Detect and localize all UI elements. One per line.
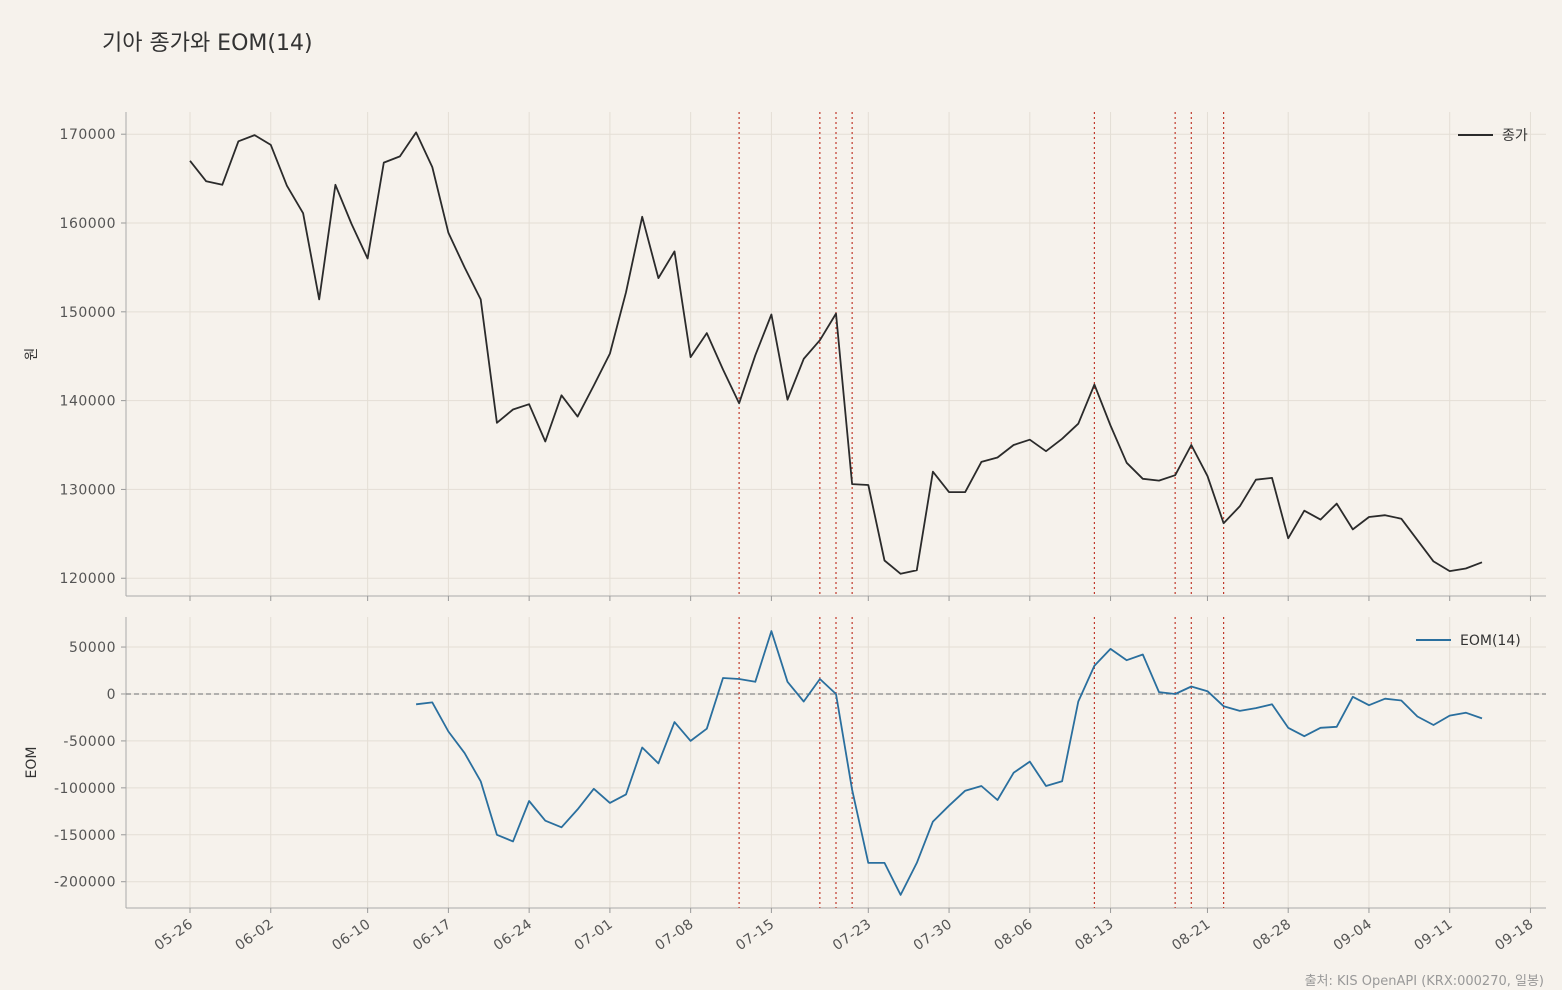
y-tick-label: 0 <box>107 687 116 703</box>
y-tick-label: 160000 <box>60 216 116 232</box>
legend-label: EOM(14) <box>1460 633 1521 649</box>
panel-eom: -200000 -150000 -100000 -50000 0 50000 EOM EOM(… <box>24 617 1546 913</box>
y-tick-label: 150000 <box>60 305 116 321</box>
y-tick-label: -200000 <box>54 875 116 891</box>
y-axis-label: EOM <box>24 747 40 779</box>
y-tick-label: -100000 <box>54 781 116 797</box>
y-tick-label: 130000 <box>60 482 116 498</box>
chart-title: 기아 종가와 EOM(14) <box>102 31 313 56</box>
y-tick-label: 120000 <box>60 571 116 587</box>
panels: 120000 130000 140000 150000 160000 170000 원 종가 -… <box>24 112 1546 913</box>
series-line-eom <box>415 630 1483 896</box>
series-line-close <box>189 131 1483 575</box>
y-tick-label: 50000 <box>69 640 116 656</box>
y-tick-label: -150000 <box>54 828 116 844</box>
panel-close: 120000 130000 140000 150000 160000 170000 원 종가 <box>24 112 1546 601</box>
y-axis-label: 원 <box>24 348 40 361</box>
y-tick-label: 140000 <box>60 394 116 410</box>
y-tick-label: -50000 <box>63 734 116 750</box>
y-tick-label: 170000 <box>60 127 116 143</box>
legend-label: 종가 <box>1502 128 1528 144</box>
source-note: 출처: KIS OpenAPI (KRX:000270, 일봉) <box>1305 974 1544 989</box>
